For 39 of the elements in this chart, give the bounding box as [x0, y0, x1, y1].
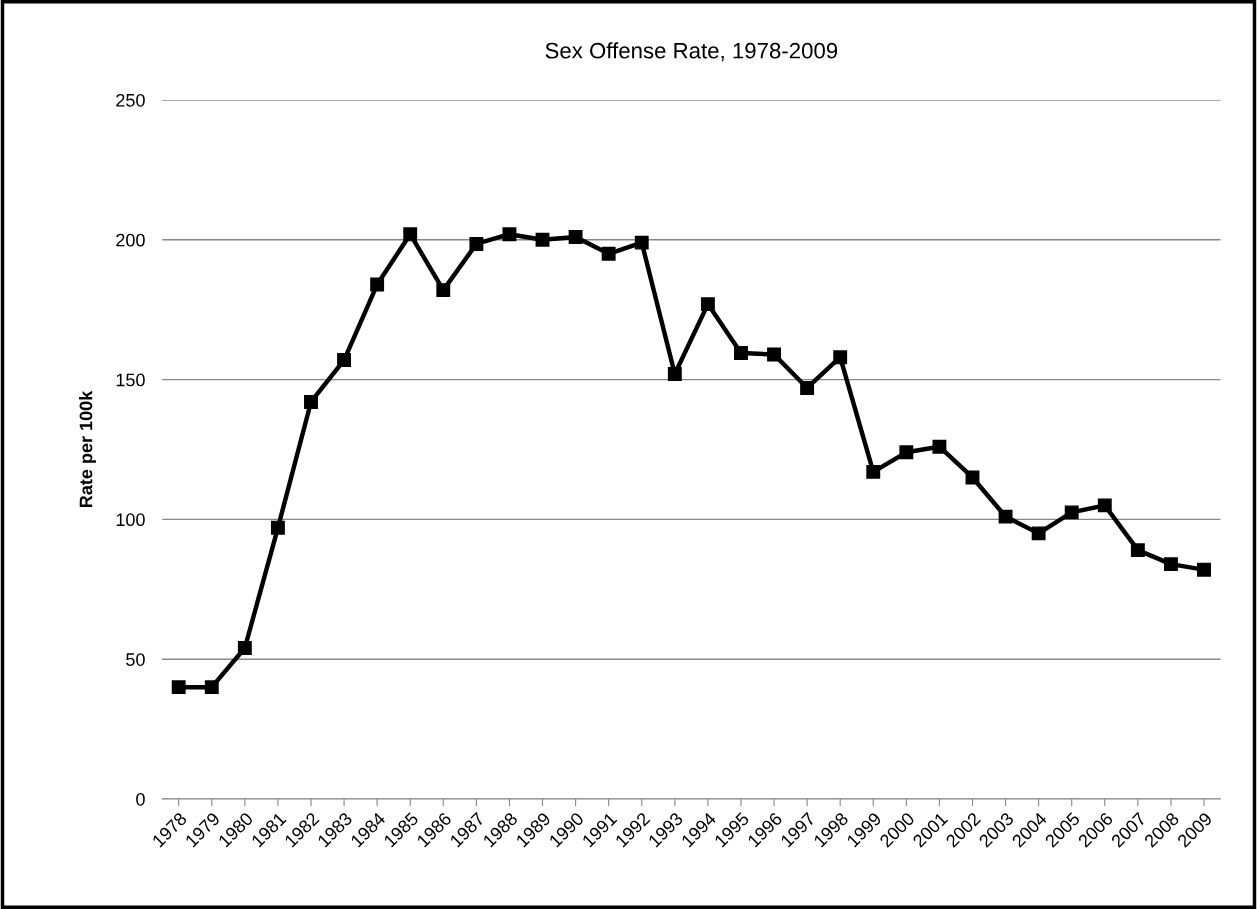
point	[535, 232, 550, 247]
point	[469, 237, 484, 251]
y-tick-label: 250	[116, 93, 145, 107]
point	[502, 227, 517, 242]
point	[1130, 543, 1145, 558]
point	[866, 464, 881, 479]
point	[899, 445, 914, 460]
point	[568, 230, 583, 244]
point	[436, 283, 451, 298]
point	[304, 395, 318, 409]
point	[1064, 505, 1079, 520]
point	[237, 641, 252, 655]
point	[270, 520, 285, 535]
y-tick-label: 0	[136, 792, 145, 806]
y-tick-label: 100	[116, 513, 145, 527]
point	[1197, 562, 1211, 577]
point	[337, 353, 352, 367]
point	[204, 680, 219, 695]
point	[1031, 526, 1046, 541]
y-axis-title: Rate per 100k	[79, 390, 96, 507]
point	[634, 235, 649, 250]
point	[171, 680, 186, 695]
y-tick-label: 150	[116, 373, 145, 387]
point	[998, 509, 1013, 524]
point	[601, 246, 616, 261]
point	[370, 277, 385, 292]
point	[403, 227, 418, 242]
y-tick-label: 50	[126, 653, 145, 666]
y-tick-label: 200	[116, 233, 145, 247]
point	[700, 297, 715, 312]
point	[1097, 498, 1112, 513]
point	[1163, 557, 1178, 572]
point	[932, 439, 947, 454]
point	[800, 381, 815, 395]
point	[667, 367, 682, 381]
point	[767, 347, 781, 362]
point	[734, 346, 748, 360]
chart-title: Sex Offense Rate, 1978-2009	[545, 42, 838, 62]
point	[833, 350, 848, 365]
